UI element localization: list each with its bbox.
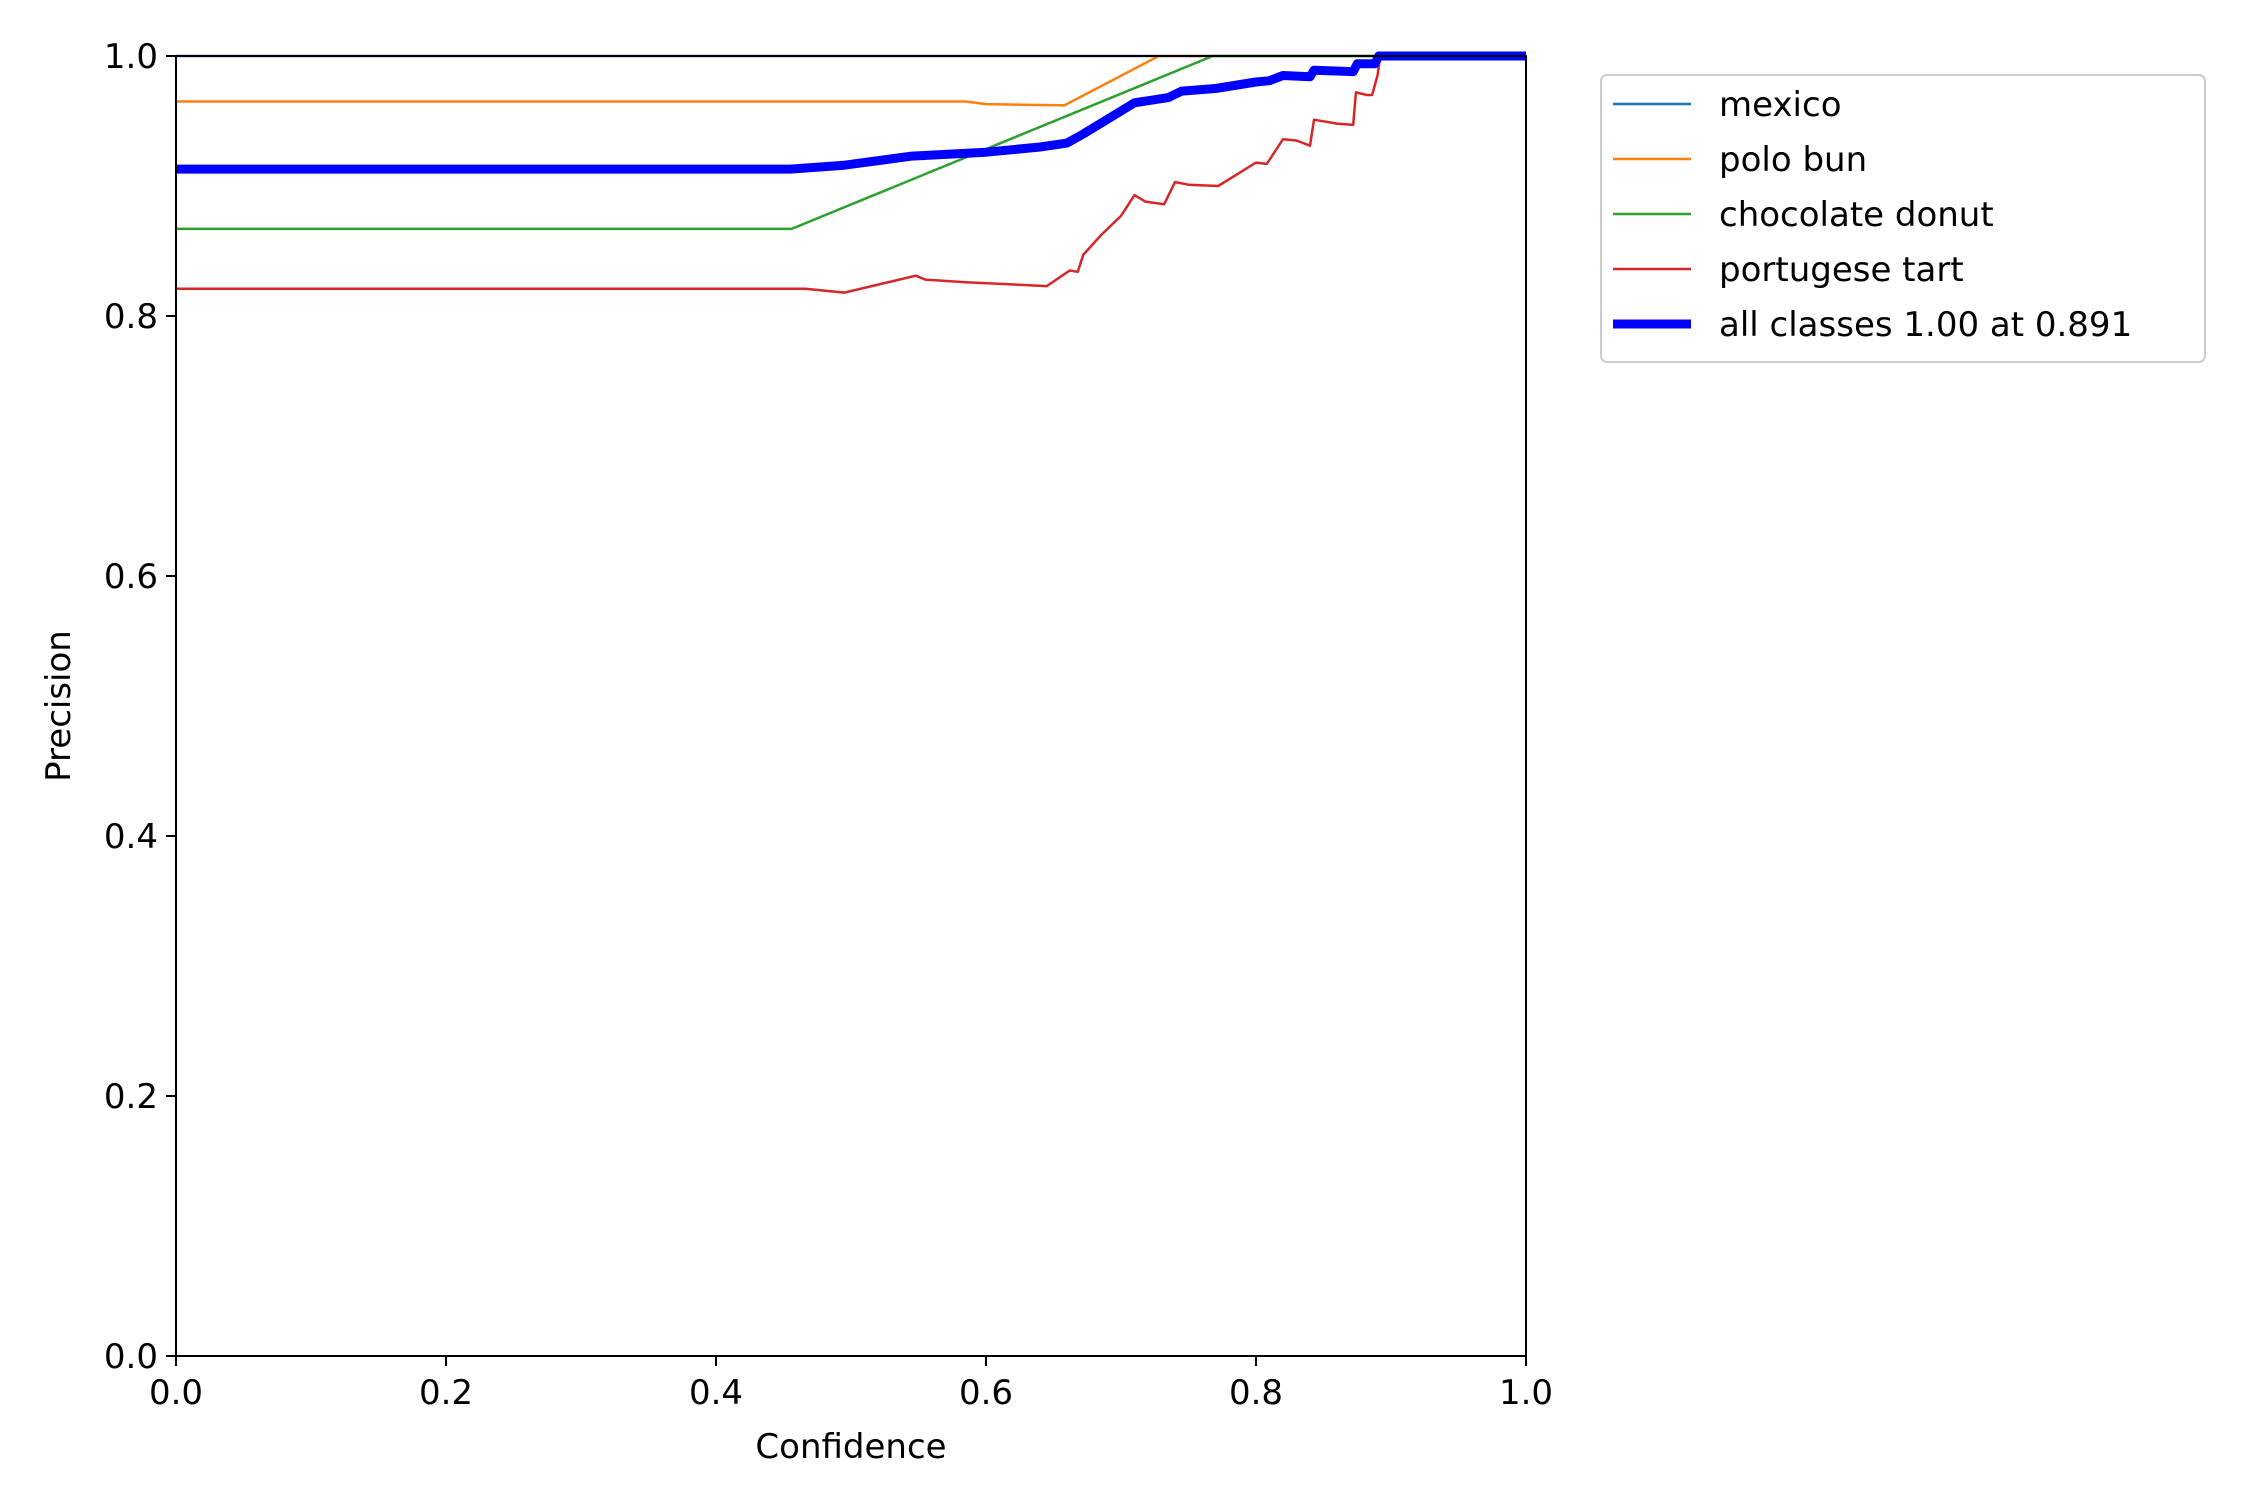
legend-label-2: chocolate donut xyxy=(1719,195,1994,235)
x-tick-label-0: 0.0 xyxy=(149,1373,203,1413)
legend: mexico polo bun chocolate donut portugese t… xyxy=(1600,74,2206,363)
plot-area xyxy=(176,56,1526,1356)
series-line-3 xyxy=(176,54,1526,294)
legend-label-4: all classes 1.00 at 0.891 xyxy=(1719,305,2132,345)
legend-label-0: mexico xyxy=(1719,85,1842,125)
plot-frame xyxy=(175,55,1527,1357)
y-tick-label-1: 0.2 xyxy=(104,1077,158,1117)
y-tick-label-4: 0.8 xyxy=(104,297,158,337)
y-axis-ticks: 0.0 0.2 0.4 0.6 0.8 1.0 xyxy=(104,37,176,1377)
legend-entries: mexico polo bun chocolate donut portugese t… xyxy=(1613,85,2132,345)
x-tick-label-4: 0.8 xyxy=(1229,1373,1283,1413)
y-axis-label: Precision xyxy=(39,630,79,782)
x-tick-label-2: 0.4 xyxy=(689,1373,743,1413)
y-tick-label-0: 0.0 xyxy=(104,1337,158,1377)
x-tick-label-3: 0.6 xyxy=(959,1373,1013,1413)
y-tick-label-2: 0.4 xyxy=(104,817,158,857)
x-axis-label: Confidence xyxy=(755,1427,946,1467)
legend-label-3: portugese tart xyxy=(1719,250,1964,290)
x-tick-label-1: 0.2 xyxy=(419,1373,473,1413)
y-tick-label-3: 0.6 xyxy=(104,557,158,597)
series-line-4 xyxy=(176,51,1526,174)
x-axis-ticks: 0.0 0.2 0.4 0.6 0.8 1.0 xyxy=(149,1356,1553,1413)
legend-label-1: polo bun xyxy=(1719,140,1867,180)
x-tick-label-5: 1.0 xyxy=(1499,1373,1553,1413)
y-tick-label-5: 1.0 xyxy=(104,37,158,77)
legend-frame xyxy=(1600,74,2206,363)
